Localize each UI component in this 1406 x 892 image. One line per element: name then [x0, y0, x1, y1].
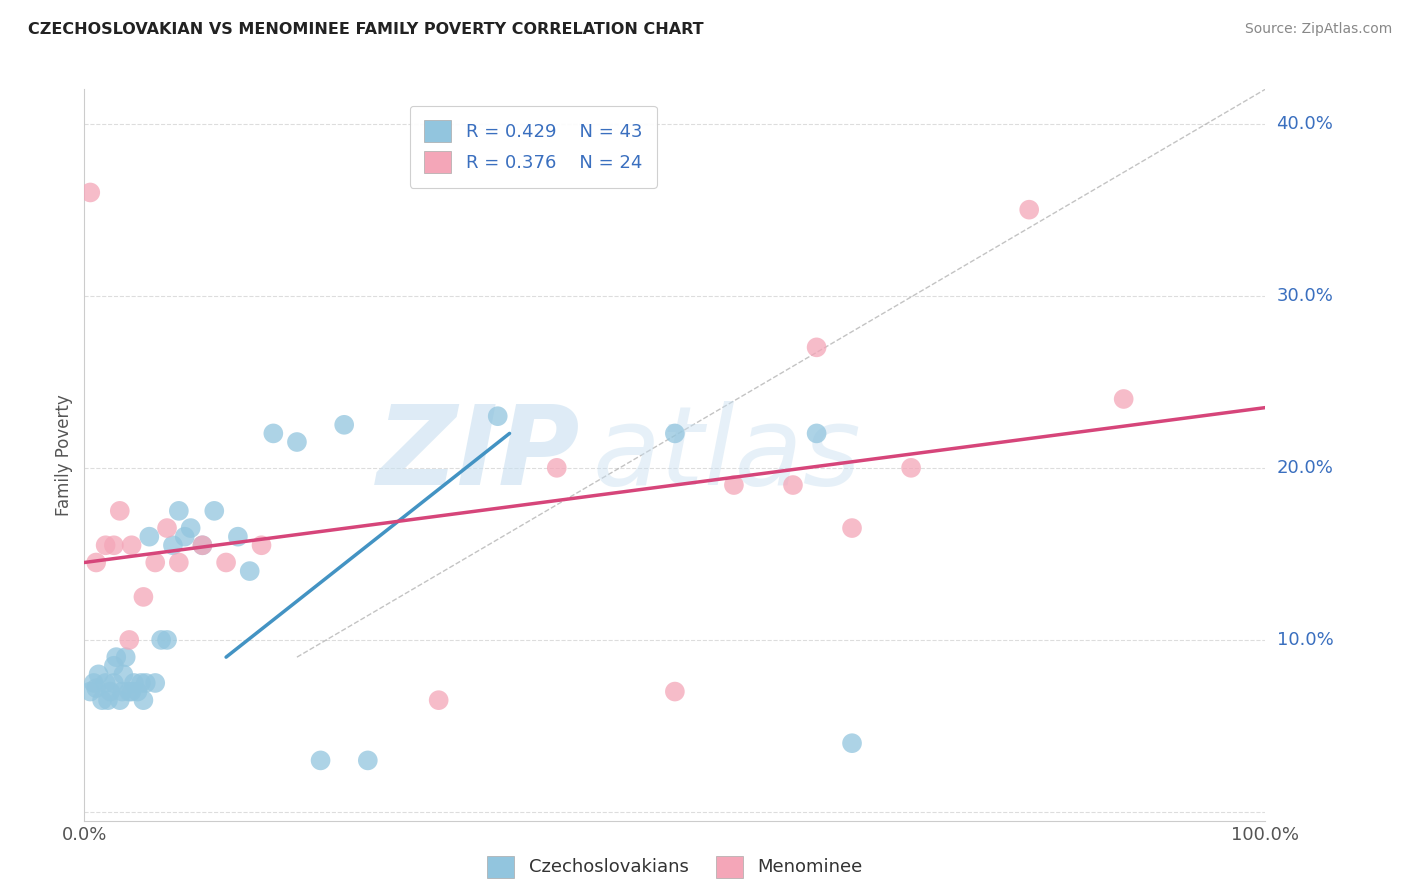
Point [94, 538, 117, 552]
Text: CZECHOSLOVAKIAN VS MENOMINEE FAMILY POVERTY CORRELATION CHART: CZECHOSLOVAKIAN VS MENOMINEE FAMILY POVE… [28, 22, 704, 37]
Point [156, 632, 179, 647]
Point [105, 650, 128, 665]
Point [94, 676, 117, 690]
Point [191, 538, 214, 552]
Point [132, 693, 155, 707]
Point [114, 650, 136, 665]
Text: 10.0%: 10.0% [1277, 631, 1333, 649]
Point [167, 556, 190, 570]
Point [127, 684, 149, 698]
Point [87, 667, 110, 681]
Point [546, 460, 568, 475]
Point [180, 521, 202, 535]
Point [138, 530, 160, 544]
Point [357, 753, 380, 767]
Point [202, 504, 225, 518]
Point [129, 676, 152, 690]
Point [111, 684, 134, 698]
Point [250, 538, 273, 552]
Point [309, 753, 332, 767]
Point [167, 504, 190, 518]
Point [112, 667, 135, 681]
Point [806, 426, 828, 441]
Point [900, 460, 922, 475]
Point [79, 186, 101, 200]
Point [427, 693, 450, 707]
Point [97, 693, 120, 707]
Point [83, 676, 105, 690]
Point [782, 478, 804, 492]
Point [84, 556, 107, 570]
Point [79, 684, 101, 698]
Point [664, 426, 686, 441]
Point [841, 521, 863, 535]
Point [191, 538, 214, 552]
Point [226, 530, 249, 544]
Point [664, 684, 686, 698]
Point [486, 409, 509, 424]
Text: 40.0%: 40.0% [1277, 114, 1333, 133]
Point [333, 417, 356, 432]
Point [239, 564, 262, 578]
Point [285, 435, 308, 450]
Point [103, 658, 125, 673]
Point [121, 684, 143, 698]
Text: ZIP: ZIP [377, 401, 581, 508]
Point [143, 676, 166, 690]
Point [122, 676, 145, 690]
Point [132, 590, 155, 604]
Point [143, 556, 166, 570]
Point [841, 736, 863, 750]
Point [108, 504, 131, 518]
Text: 30.0%: 30.0% [1277, 286, 1333, 305]
Y-axis label: Family Poverty: Family Poverty [55, 394, 73, 516]
Text: atlas: atlas [592, 401, 860, 508]
Point [98, 684, 121, 698]
Point [91, 693, 114, 707]
Legend: Czechoslovakians, Menominee: Czechoslovakians, Menominee [479, 848, 870, 885]
Point [135, 676, 157, 690]
Point [118, 632, 141, 647]
Point [118, 684, 141, 698]
Point [162, 538, 184, 552]
Point [1112, 392, 1135, 406]
Point [1018, 202, 1040, 217]
Point [806, 340, 828, 354]
Point [103, 538, 125, 552]
Text: 20.0%: 20.0% [1277, 458, 1333, 477]
Point [150, 632, 173, 647]
Point [173, 530, 195, 544]
Point [108, 693, 131, 707]
Point [156, 521, 179, 535]
Point [262, 426, 284, 441]
Point [84, 681, 107, 695]
Point [121, 538, 143, 552]
Point [215, 556, 238, 570]
Text: Source: ZipAtlas.com: Source: ZipAtlas.com [1244, 22, 1392, 37]
Point [723, 478, 745, 492]
Point [103, 676, 125, 690]
